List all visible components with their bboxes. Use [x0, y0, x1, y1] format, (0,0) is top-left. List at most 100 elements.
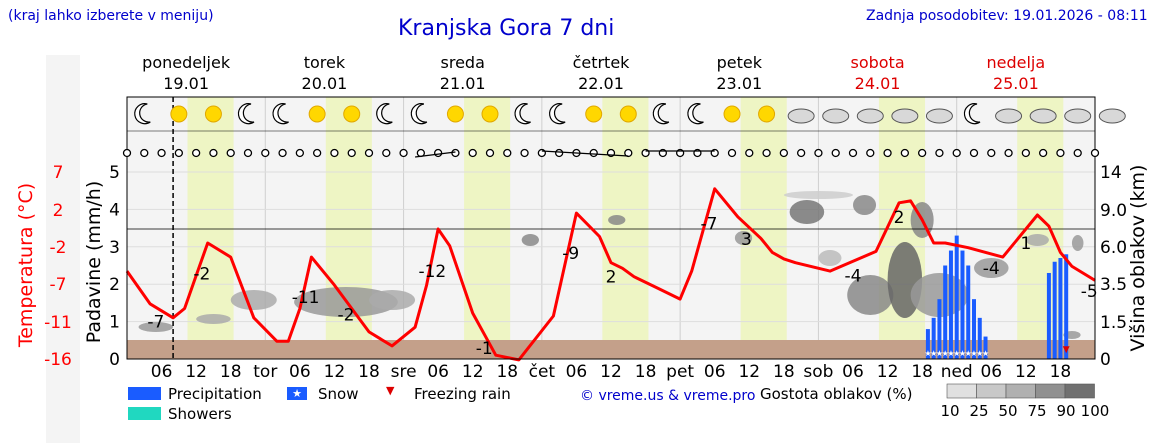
cloud-density-swatch [946, 383, 977, 399]
cloud-height-tick-label: 14 [1100, 163, 1122, 183]
x-day-tick-label: sob [803, 362, 833, 382]
wind-calm-marker [624, 148, 633, 158]
wind-calm-marker [485, 148, 495, 158]
cloud-density-swatch [1064, 383, 1095, 399]
legend-showers-label: Showers [168, 405, 232, 423]
wind-calm-marker [745, 148, 754, 158]
moon-icon [134, 103, 151, 125]
temperature-label: -1 [476, 339, 493, 359]
cloud-height-tick-label: 9.0 [1100, 201, 1127, 221]
cloud-icon [856, 108, 884, 124]
precipitation-bar [948, 250, 953, 359]
freezing-rain-icon: ▼ [386, 384, 395, 397]
wind-calm-marker [900, 148, 910, 158]
x-hour-tick-label: 12 [738, 362, 760, 382]
day-date-6: 25.01 [993, 74, 1039, 93]
cloud-area [230, 290, 277, 310]
x-hour-tick-label: 12 [600, 362, 622, 382]
x-day-tick-label: pet [666, 362, 694, 382]
left-margin-strip [46, 55, 80, 443]
day-name-5: sobota [850, 53, 904, 72]
moon-icon [549, 103, 566, 125]
wind-calm-marker [261, 148, 270, 158]
x-hour-tick-label: 12 [877, 362, 899, 382]
cloud-density-level: 75 [1027, 402, 1046, 420]
wind-calm-marker [866, 148, 875, 158]
precip-tick-label: 5 [109, 163, 120, 183]
wind-calm-marker [503, 148, 512, 158]
wind-calm-marker [1090, 148, 1100, 158]
cloud-area [783, 191, 854, 199]
wind-calm-marker [1056, 148, 1065, 158]
cloud-icon [1098, 108, 1126, 124]
snow-marker: ★ [936, 349, 943, 358]
cloud-axis-title: Višina oblakov (km) [1127, 165, 1149, 352]
wind-calm-marker [122, 148, 132, 158]
temperature-label: -5 [1081, 282, 1098, 302]
moon-icon [687, 103, 704, 125]
day-name-3: četrtek [573, 53, 631, 72]
wind-calm-marker [295, 148, 305, 158]
precipitation-bar [937, 299, 942, 359]
precipitation-bar [972, 299, 976, 359]
wind-calm-marker [1004, 148, 1013, 158]
cloud-area [853, 195, 877, 215]
sun-icon [343, 105, 361, 123]
cloud-density-level: 90 [1056, 402, 1075, 420]
cloud-area [521, 234, 539, 246]
cloud-density-level: 100 [1081, 402, 1110, 420]
x-hour-tick-label: 12 [185, 362, 207, 382]
wind-calm-marker [589, 148, 598, 158]
wind-calm-marker [451, 148, 460, 158]
precipitation-bar [977, 317, 982, 359]
temperature-tick-label: -7 [50, 275, 67, 295]
cloud-density-swatch [976, 383, 1007, 399]
wind-calm-marker [191, 148, 201, 158]
cloud-area [789, 200, 825, 224]
x-hour-tick-label: 18 [496, 362, 518, 382]
wind-calm-marker [727, 148, 737, 158]
daytime-band [740, 97, 787, 359]
precipitation-bar [1052, 261, 1057, 359]
cloud-area [369, 290, 416, 310]
wind-calm-marker [987, 148, 996, 158]
cloud-icon [1064, 108, 1092, 124]
snow-marker: ★ [965, 349, 972, 358]
precip-tick-label: 4 [109, 200, 120, 220]
cloud-area [1071, 235, 1084, 251]
temperature-label: 3 [741, 230, 752, 250]
precip-tick-label: 3 [109, 238, 120, 258]
cloud-area [734, 231, 753, 245]
cloud-area [608, 215, 626, 225]
snow-marker: ★ [953, 349, 960, 358]
sun-icon [446, 105, 464, 123]
precipitation-bar [966, 265, 971, 359]
wind-calm-marker [312, 148, 322, 158]
cloud-icon [1029, 108, 1057, 124]
precip-tick-label: 2 [109, 275, 120, 295]
temperature-label: -2 [337, 306, 354, 326]
x-hour-tick-label: 06 [704, 362, 726, 382]
temperature-label: 1 [1020, 234, 1031, 254]
moon-icon [376, 103, 393, 125]
moon-icon [237, 103, 255, 125]
cloud-density-swatch [1035, 383, 1066, 399]
x-hour-tick-label: 12 [462, 362, 484, 382]
sun-icon [585, 105, 603, 123]
x-hour-tick-label: 06 [842, 362, 864, 382]
wind-calm-marker [554, 148, 564, 158]
temperature-label: -7 [700, 214, 717, 234]
wind-calm-marker [779, 148, 789, 158]
x-hour-tick-label: 18 [635, 362, 657, 382]
day-name-1: torek [304, 53, 346, 72]
ground-strip [127, 340, 1095, 359]
x-day-tick-label: tor [253, 362, 277, 382]
sun-icon [204, 105, 222, 123]
x-hour-tick-label: 06 [980, 362, 1002, 382]
wind-calm-marker [330, 148, 339, 158]
wind-calm-marker [209, 148, 218, 158]
wind-calm-marker [952, 148, 961, 158]
moon-icon [514, 103, 531, 125]
wind-calm-marker [243, 148, 253, 158]
wind-calm-marker [157, 148, 166, 158]
